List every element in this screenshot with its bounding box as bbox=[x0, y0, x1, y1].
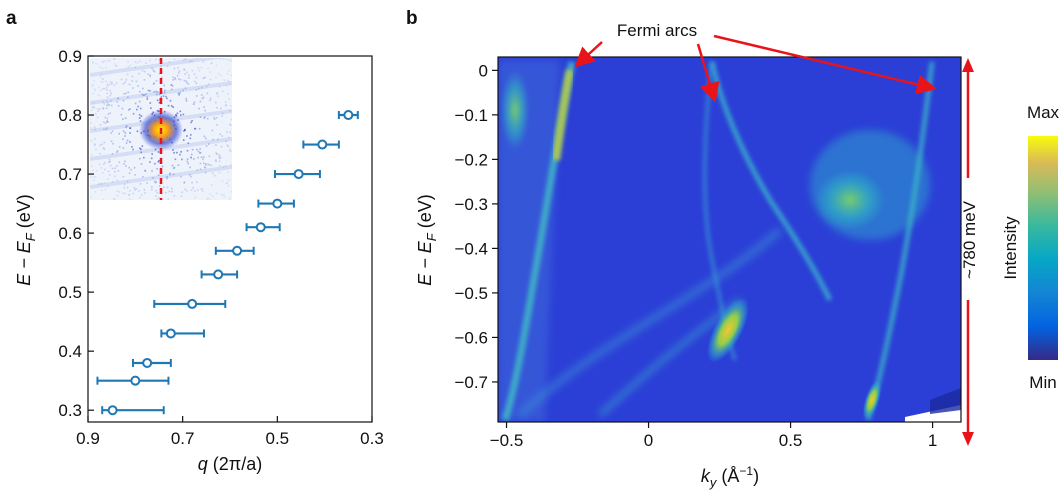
panel-b-heatmap: −0.5 0 0.5 1 0 −0.1 −0.2 −0.3 −0.4 −0.5 −0.6 −0.7 bbox=[454, 56, 962, 450]
a-data-point bbox=[214, 245, 255, 256]
a-ytick-label: 0.5 bbox=[58, 283, 82, 302]
a-xtick-label: 0.3 bbox=[360, 429, 384, 448]
a-ytick-label: 0.9 bbox=[58, 47, 82, 66]
b-ytick-label: −0.1 bbox=[454, 106, 488, 125]
a-marker bbox=[187, 298, 198, 309]
a-data-point bbox=[96, 375, 170, 386]
fermi-arc-arrow-left bbox=[574, 41, 603, 68]
a-xtick-label: 0.5 bbox=[266, 429, 290, 448]
a-marker bbox=[107, 405, 118, 416]
a-marker bbox=[165, 328, 176, 339]
panel-a-inset bbox=[90, 58, 232, 200]
a-ytick-label: 0.6 bbox=[58, 224, 82, 243]
b-ytick-label: −0.5 bbox=[454, 284, 488, 303]
a-marker bbox=[272, 198, 283, 209]
a-data-point bbox=[257, 198, 295, 209]
b-ytick-label: 0 bbox=[479, 61, 488, 80]
a-ytick-label: 0.8 bbox=[58, 106, 82, 125]
energy-span-arrow bbox=[962, 58, 974, 446]
a-data-point bbox=[131, 357, 172, 368]
panel-b-label: b bbox=[406, 8, 418, 29]
panel-a-frame bbox=[87, 55, 373, 423]
b-ytick-label: −0.6 bbox=[454, 328, 488, 347]
a-data-point bbox=[160, 328, 205, 339]
panel-a-label: a bbox=[6, 8, 17, 29]
a-ytick-label: 0.4 bbox=[58, 342, 82, 361]
panel-a-xlabel: q (2π/a) bbox=[198, 454, 262, 474]
panel-b-frame bbox=[497, 56, 962, 423]
a-marker bbox=[232, 245, 243, 256]
colorbar-gradient bbox=[1028, 136, 1058, 360]
b-ytick-label: −0.4 bbox=[454, 239, 488, 258]
a-ytick-label: 0.3 bbox=[58, 401, 82, 420]
b-xtick-label: 0.5 bbox=[779, 431, 803, 450]
panel-a-plot: 0.9 0.7 0.5 0.3 0.3 0.4 0.5 0.6 0.7 0.8 0.9 bbox=[58, 47, 383, 448]
a-xtick-label: 0.9 bbox=[76, 429, 100, 448]
b-ytick-label: −0.3 bbox=[454, 195, 488, 214]
fermi-arc-arrow-middle bbox=[696, 43, 720, 103]
a-xtick-label: 0.7 bbox=[171, 429, 195, 448]
a-data-point bbox=[200, 269, 239, 280]
a-marker bbox=[213, 269, 224, 280]
a-marker bbox=[343, 110, 354, 121]
a-data-point bbox=[337, 110, 359, 121]
a-marker bbox=[142, 357, 153, 368]
a-data-point bbox=[153, 298, 227, 309]
a-marker bbox=[255, 222, 266, 233]
colorbar-min-label: Min bbox=[1029, 373, 1056, 392]
b-ytick-label: −0.7 bbox=[454, 373, 488, 392]
b-ytick-label: −0.2 bbox=[454, 150, 488, 169]
fermi-arcs-annotation: Fermi arcs bbox=[617, 21, 697, 40]
a-data-point bbox=[273, 169, 321, 180]
a-data-point bbox=[101, 405, 165, 416]
b-xtick-label: 1 bbox=[928, 431, 937, 450]
colorbar: Max Min Intensity bbox=[1001, 103, 1060, 392]
panel-b-ylabel: E − EF(eV) bbox=[415, 194, 439, 286]
a-data-point bbox=[245, 222, 281, 233]
colorbar-max-label: Max bbox=[1027, 103, 1060, 122]
colorbar-title: Intensity bbox=[1001, 216, 1020, 280]
a-marker bbox=[317, 139, 328, 150]
panel-a-ylabel: E − EF(eV) bbox=[14, 194, 38, 286]
panel-b-xlabel: ky (Å−1) bbox=[701, 464, 759, 490]
a-data-point bbox=[302, 139, 340, 150]
a-ytick-label: 0.7 bbox=[58, 165, 82, 184]
a-marker bbox=[130, 375, 141, 386]
fermi-arc-arrow-right bbox=[713, 34, 937, 95]
b-xtick-label: 0 bbox=[644, 431, 653, 450]
a-marker bbox=[293, 169, 304, 180]
energy-span-label: ~780 meV bbox=[960, 200, 979, 279]
b-xtick-label: −0.5 bbox=[490, 431, 524, 450]
